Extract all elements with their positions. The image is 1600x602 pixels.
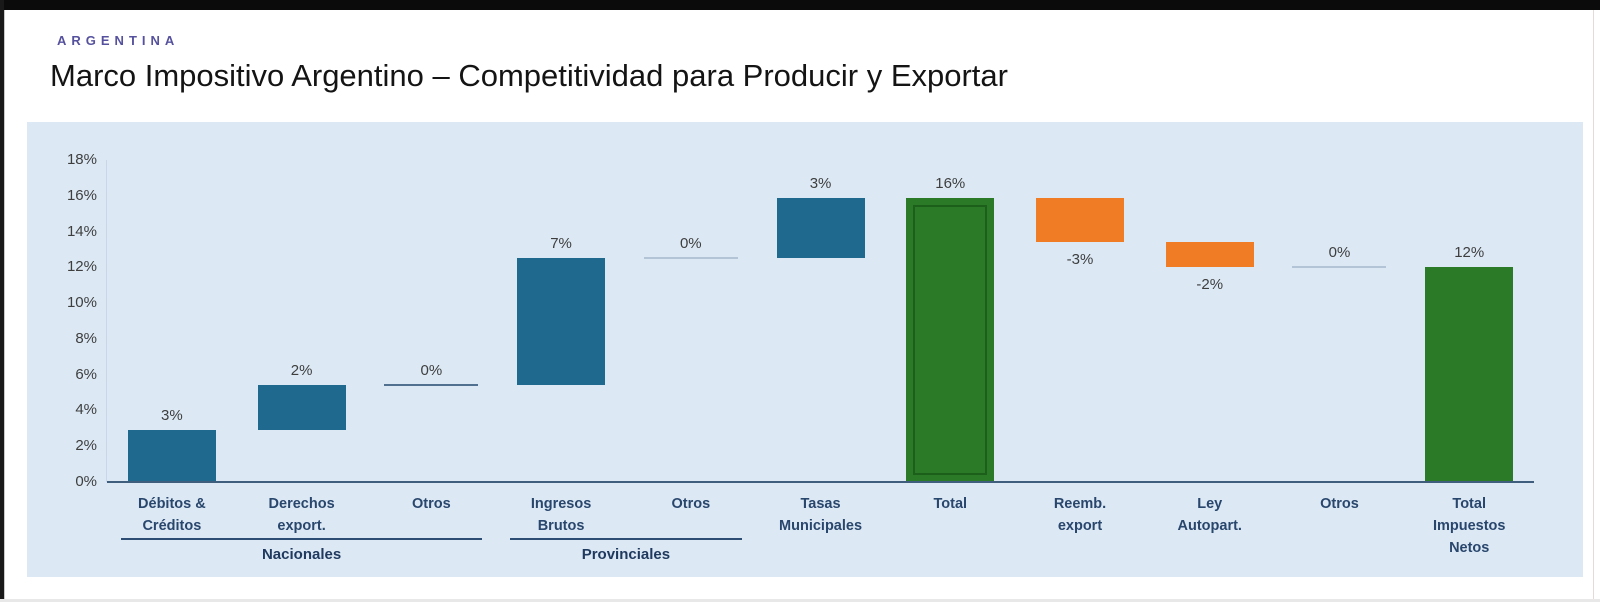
- bar-value-label: 0%: [679, 235, 702, 253]
- bar-value-label: 16%: [935, 174, 966, 192]
- window-left-edge: [0, 0, 4, 602]
- zero-connector-line: [1292, 266, 1387, 269]
- left-divider-line: [4, 10, 5, 602]
- bar-value-label: 7%: [550, 235, 572, 253]
- waterfall-column: 0%: [626, 160, 756, 482]
- group-underline: [510, 538, 742, 540]
- waterfall-column: 3%: [107, 160, 237, 482]
- y-tick-label: 2%: [75, 437, 97, 455]
- category-label: Otros: [412, 496, 451, 512]
- y-tick-label: 10%: [66, 294, 97, 312]
- category-labels: Débitos & Créditos Derechos export. Otros Ing…: [107, 494, 1534, 559]
- waterfall-column: 7%: [496, 160, 626, 482]
- bar-value-label: 0%: [420, 362, 443, 380]
- window-bottom-edge: [0, 599, 1600, 602]
- waterfall-chart: 0% 2% 4% 6% 8% 10% 12% 14% 16% 18% 3% 2% 0% 7% 0% 3% 16…: [27, 122, 1583, 577]
- waterfall-bar: [906, 197, 995, 482]
- group-underline: [121, 538, 483, 540]
- waterfall-bar: [127, 430, 216, 482]
- waterfall-bar: [257, 385, 346, 431]
- y-tick-label: 0%: [75, 473, 97, 490]
- waterfall-bar: [1425, 267, 1514, 482]
- bar-inset-outline: [913, 204, 988, 475]
- category-label: Otros: [1320, 496, 1359, 512]
- waterfall-column: 12%: [1404, 160, 1534, 482]
- plot-columns: 3% 2% 0% 7% 0% 3% 16% -3% -2% 0% 12%: [107, 160, 1534, 482]
- zero-connector-line: [643, 257, 738, 260]
- category-group: Nacionales: [107, 538, 496, 563]
- waterfall-bar: [517, 258, 606, 386]
- y-tick-label: 4%: [75, 401, 97, 419]
- waterfall-column: 0%: [366, 160, 496, 482]
- bar-value-label: 3%: [161, 407, 183, 425]
- category-label: Otros: [671, 496, 711, 512]
- y-tick-label: 6%: [75, 365, 97, 383]
- waterfall-bar: [1165, 242, 1254, 268]
- category-label: Ley Autopart.: [1177, 496, 1242, 534]
- y-axis-line: [106, 160, 107, 482]
- waterfall-column: 0%: [1275, 160, 1405, 482]
- bar-value-label: 3%: [809, 174, 832, 192]
- bar-value-label: 2%: [290, 362, 313, 380]
- page-title: Marco Impositivo Argentino – Competitivi…: [50, 58, 1008, 93]
- x-axis-line: [107, 481, 1534, 483]
- waterfall-bar: [776, 197, 865, 259]
- group-label: Nacionales: [261, 546, 342, 563]
- waterfall-column: 3%: [756, 160, 886, 482]
- zero-connector-line: [384, 384, 479, 387]
- bar-value-label: 0%: [1328, 244, 1351, 262]
- category-label: Reemb. export: [1053, 496, 1107, 534]
- y-tick-label: 14%: [66, 222, 97, 240]
- category-label: Derechos export.: [268, 496, 335, 534]
- window-top-bar: [0, 0, 1600, 10]
- category-label: Ingresos Brutos: [530, 496, 592, 534]
- waterfall-column: 2%: [237, 160, 367, 482]
- y-tick-label: 12%: [66, 258, 97, 276]
- waterfall-column: -3%: [1015, 160, 1145, 482]
- waterfall-column: 16%: [885, 160, 1015, 482]
- bar-value-label: 12%: [1454, 244, 1485, 262]
- bar-value-label: -3%: [1066, 251, 1094, 269]
- category-groups: Nacionales Provinciales: [107, 538, 1534, 577]
- bar-value-label: -2%: [1196, 276, 1224, 294]
- category-group: Provinciales: [496, 538, 755, 563]
- category-label: Tasas Municipales: [779, 496, 863, 534]
- right-divider-line: [1593, 10, 1594, 602]
- category-label: Total: [933, 496, 968, 512]
- waterfall-column: -2%: [1145, 160, 1275, 482]
- group-label: Provinciales: [581, 546, 671, 563]
- slide-kicker: ARGENTINA: [57, 33, 180, 48]
- category-label: Total Impuestos Netos: [1432, 496, 1506, 556]
- y-tick-label: 8%: [75, 329, 97, 347]
- y-tick-label: 16%: [66, 186, 97, 204]
- y-tick-label: 18%: [66, 151, 97, 168]
- category-label: Débitos & Créditos: [138, 496, 206, 534]
- waterfall-bar: [1036, 197, 1124, 243]
